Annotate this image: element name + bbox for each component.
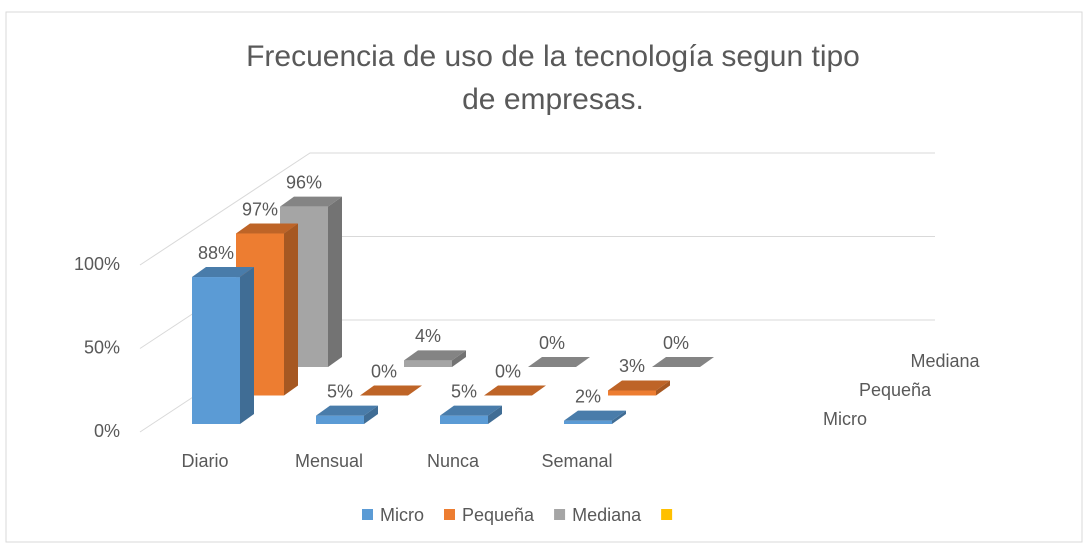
- depth-label: Micro: [823, 409, 867, 429]
- bar-side: [328, 196, 342, 367]
- bar-front: [404, 360, 452, 367]
- depth-label: Mediana: [910, 351, 980, 371]
- bar-top: [440, 405, 502, 416]
- bar-top: [360, 385, 422, 396]
- legend-label: Pequeña: [462, 505, 535, 525]
- legend-swatch: [554, 509, 566, 520]
- bar-side: [284, 223, 298, 396]
- x-tick-label: Diario: [181, 451, 228, 471]
- legend-swatch: [362, 509, 373, 520]
- bar-front: [564, 420, 612, 424]
- title-line: Frecuencia de uso de la tecnología segun…: [246, 40, 860, 73]
- bar-side: [488, 405, 502, 424]
- data-label: 0%: [371, 361, 397, 381]
- bar: [652, 357, 714, 367]
- data-label: 4%: [415, 326, 441, 346]
- bar-side: [612, 410, 626, 424]
- bar-top: [316, 405, 378, 416]
- bar: [316, 405, 378, 424]
- bar-top: [192, 267, 254, 278]
- data-label: 0%: [495, 361, 521, 381]
- grid-line: [139, 152, 935, 266]
- data-label: 88%: [198, 243, 234, 263]
- title-line: de empresas.: [462, 83, 644, 116]
- bar-front: [316, 415, 364, 424]
- bar-front: [192, 277, 240, 424]
- data-label: 0%: [663, 333, 689, 353]
- chart-title: Frecuencia de uso de la tecnología segun…: [246, 40, 860, 116]
- bar-top: [528, 357, 590, 367]
- bar-top: [236, 223, 298, 234]
- bar: [192, 267, 254, 424]
- bar-side: [656, 380, 670, 396]
- legend-swatch: [444, 509, 455, 520]
- data-label: 5%: [327, 381, 353, 401]
- depth-label: Pequeña: [859, 380, 932, 400]
- y-tick-label: 50%: [84, 337, 120, 357]
- bar-front: [440, 415, 488, 424]
- bar: [608, 380, 670, 396]
- y-tick-label: 0%: [94, 421, 120, 441]
- data-label: 2%: [575, 386, 601, 406]
- data-label: 97%: [242, 199, 278, 219]
- x-tick-label: Semanal: [541, 451, 612, 471]
- bar-side: [240, 267, 254, 424]
- legend-label: Mediana: [572, 505, 642, 525]
- bar-side: [452, 350, 466, 367]
- bar: [528, 357, 590, 367]
- data-label: 3%: [619, 356, 645, 376]
- chart-frame: [5, 11, 1083, 543]
- x-tick-label: Mensual: [295, 451, 363, 471]
- bar-top: [280, 196, 342, 207]
- bar: [484, 385, 546, 396]
- bar-top: [564, 410, 626, 421]
- data-label: 0%: [539, 333, 565, 353]
- bar-top: [404, 350, 466, 361]
- bar-front: [608, 390, 656, 396]
- bar-top: [484, 385, 546, 396]
- legend-swatch: [661, 509, 673, 520]
- data-label: 5%: [451, 381, 477, 401]
- bar-top: [652, 357, 714, 367]
- legend-label: Micro: [380, 505, 424, 525]
- bar: [440, 405, 502, 424]
- bar: [360, 385, 422, 396]
- x-tick-label: Nunca: [427, 451, 480, 471]
- bar-side: [364, 405, 378, 424]
- y-tick-label: 100%: [74, 254, 120, 274]
- bar: [404, 350, 466, 367]
- bar-top: [608, 380, 670, 391]
- bar: [564, 410, 626, 424]
- data-label: 96%: [286, 172, 322, 192]
